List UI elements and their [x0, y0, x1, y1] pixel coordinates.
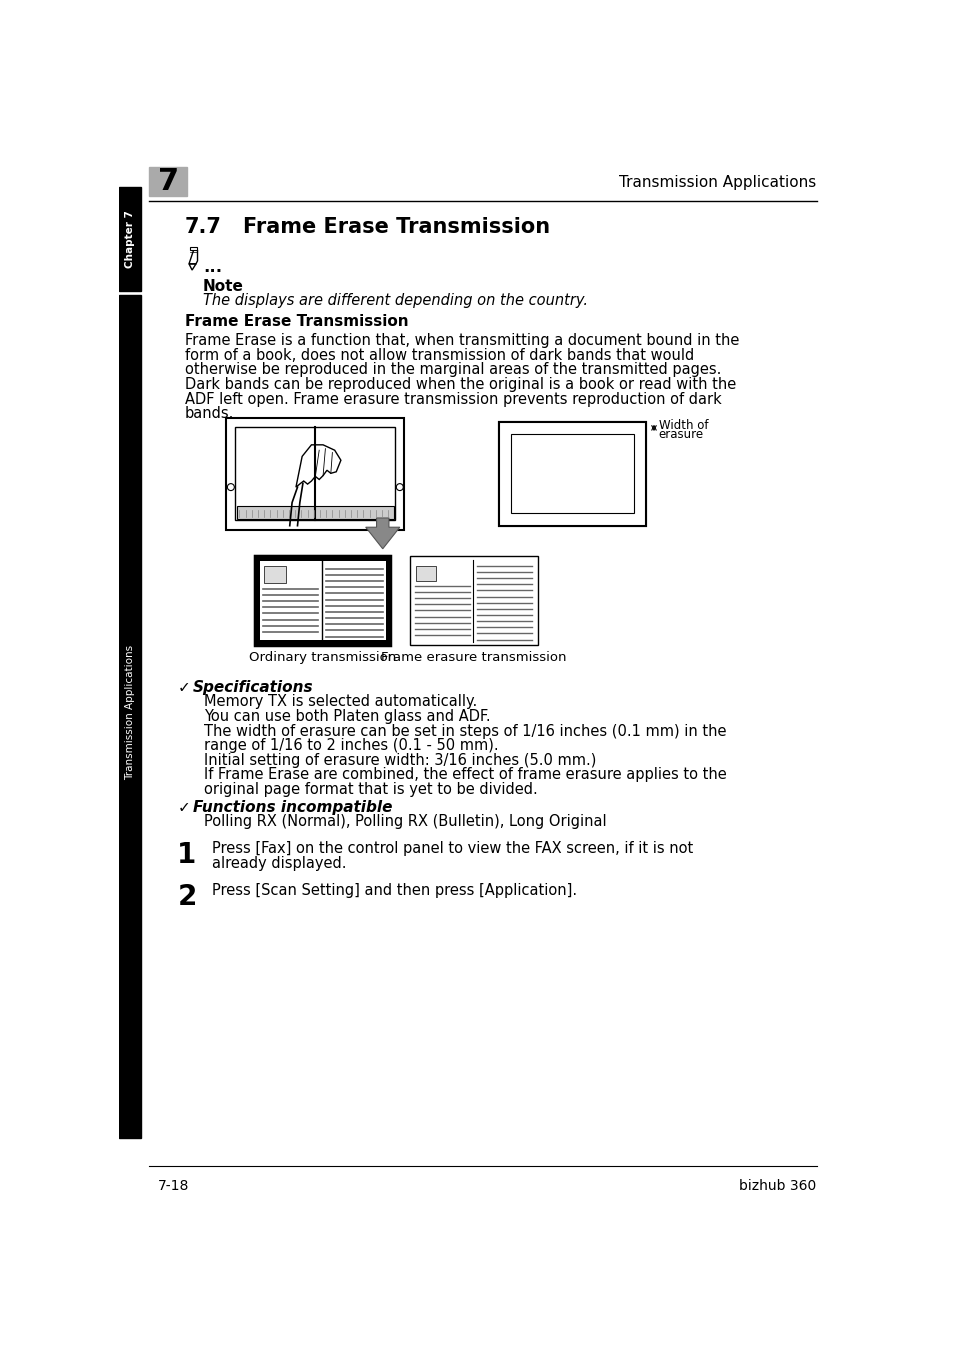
Bar [236, 507, 394, 519]
Bar [511, 434, 633, 514]
Polygon shape [365, 518, 399, 549]
Text: ✓: ✓ [177, 800, 190, 815]
Bar [416, 565, 436, 581]
Text: Chapter 7: Chapter 7 [125, 211, 135, 268]
Text: 1: 1 [177, 841, 196, 869]
Text: 7: 7 [157, 168, 178, 196]
Text: bands.: bands. [185, 407, 234, 422]
Bar [633, 422, 645, 526]
Text: Polling RX (Normal), Polling RX (Bulletin), Long Original: Polling RX (Normal), Polling RX (Bulleti… [204, 814, 606, 829]
Text: Frame Erase Transmission: Frame Erase Transmission [185, 314, 408, 329]
Text: The displays are different depending on the country.: The displays are different depending on … [203, 293, 587, 308]
Text: Initial setting of erasure width: 3/16 inches (5.0 mm.): Initial setting of erasure width: 3/16 i… [204, 753, 597, 768]
Text: Frame Erase is a function that, when transmitting a document bound in the: Frame Erase is a function that, when tra… [185, 333, 739, 349]
Text: ...: ... [203, 258, 222, 276]
Text: Note: Note [203, 280, 244, 295]
Text: Specifications: Specifications [193, 680, 314, 695]
Bar [235, 427, 395, 521]
Bar [259, 561, 385, 641]
Text: bizhub 360: bizhub 360 [739, 1179, 816, 1192]
Bar [410, 557, 537, 645]
Text: Press [Scan Setting] and then press [Application].: Press [Scan Setting] and then press [App… [212, 883, 577, 898]
Text: Transmission Applications: Transmission Applications [618, 174, 816, 189]
Text: You can use both Platen glass and ADF.: You can use both Platen glass and ADF. [204, 708, 491, 723]
Text: range of 1/16 to 2 inches (0.1 - 50 mm).: range of 1/16 to 2 inches (0.1 - 50 mm). [204, 738, 498, 753]
Bar [498, 422, 511, 526]
Text: Frame Erase Transmission: Frame Erase Transmission [243, 216, 550, 237]
Text: otherwise be reproduced in the marginal areas of the transmitted pages.: otherwise be reproduced in the marginal … [185, 362, 720, 377]
Bar [254, 557, 390, 645]
Bar [149, 166, 187, 196]
Text: already displayed.: already displayed. [212, 856, 346, 871]
Bar [498, 514, 645, 526]
Text: Ordinary transmission: Ordinary transmission [249, 652, 395, 664]
Bar [119, 295, 141, 1138]
Bar [254, 557, 390, 645]
Text: Dark bands can be reproduced when the original is a book or read with the: Dark bands can be reproduced when the or… [185, 377, 736, 392]
Text: ADF left open. Frame erasure transmission prevents reproduction of dark: ADF left open. Frame erasure transmissio… [185, 392, 721, 407]
Bar [498, 422, 645, 526]
Text: The width of erasure can be set in steps of 1/16 inches (0.1 mm) in the: The width of erasure can be set in steps… [204, 723, 726, 738]
Text: If Frame Erase are combined, the effect of frame erasure applies to the: If Frame Erase are combined, the effect … [204, 768, 726, 783]
Text: 7.7: 7.7 [185, 216, 222, 237]
Bar [264, 566, 286, 584]
Text: 7-18: 7-18 [158, 1179, 190, 1192]
Bar [190, 247, 196, 250]
Text: Functions incompatible: Functions incompatible [193, 800, 392, 815]
Text: 2: 2 [177, 883, 196, 911]
Text: Frame erasure transmission: Frame erasure transmission [380, 652, 565, 664]
Text: Transmission Applications: Transmission Applications [125, 645, 135, 780]
Text: Memory TX is selected automatically.: Memory TX is selected automatically. [204, 695, 477, 710]
Text: form of a book, does not allow transmission of dark bands that would: form of a book, does not allow transmiss… [185, 347, 694, 362]
Bar [226, 418, 404, 530]
Text: Press [Fax] on the control panel to view the FAX screen, if it is not: Press [Fax] on the control panel to view… [212, 841, 693, 856]
Text: Width of: Width of [658, 419, 707, 433]
Text: ✓: ✓ [177, 680, 190, 695]
Bar [498, 422, 645, 434]
Text: erasure: erasure [658, 429, 703, 441]
Bar [119, 187, 141, 291]
Text: original page format that is yet to be divided.: original page format that is yet to be d… [204, 781, 537, 798]
Bar [498, 422, 645, 526]
